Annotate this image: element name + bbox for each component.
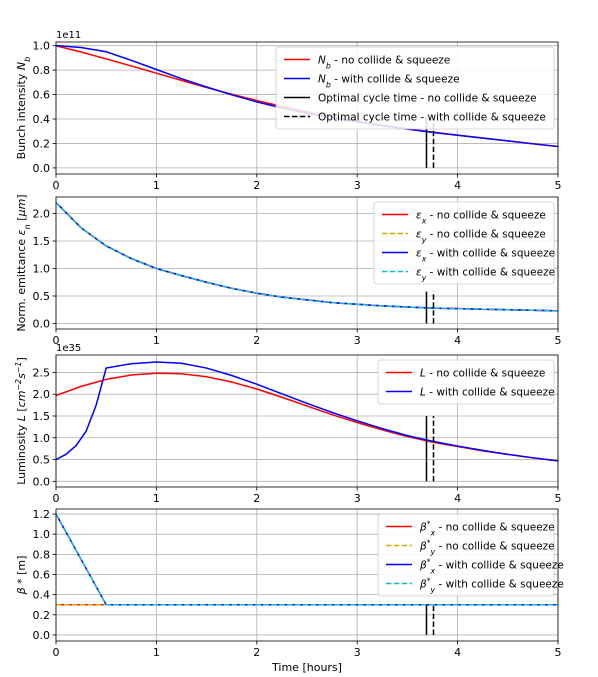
legend-label-1: Nb - no collide & squeeze [318, 55, 450, 71]
legend-label-3: β*x - with collide & squeeze [419, 557, 564, 575]
series-line-4 [56, 513, 558, 606]
legend-label-3: Optimal cycle time - no collide & squeez… [318, 93, 537, 105]
x-axis-title: Time [hours] [271, 661, 342, 674]
y-tick-label: 2.0 [33, 208, 51, 221]
y-tick-label: 0.0 [33, 629, 51, 642]
x-tick-label: 5 [555, 492, 562, 505]
legend: Nb - no collide & squeeze Nb - with colli… [275, 46, 555, 130]
series-line-2 [56, 361, 558, 462]
y-offset-label: 1e35 [56, 343, 81, 354]
x-tick-label: 0 [53, 334, 60, 347]
y-tick-label: 1.0 [33, 263, 51, 276]
y-axis-title: β * [m] [15, 556, 28, 596]
legend-box [377, 359, 555, 405]
x-tick-label: 3 [354, 334, 361, 347]
axes-frame [55, 196, 559, 330]
axes-frame [55, 354, 559, 488]
y-tick-label: 0.0 [33, 162, 51, 175]
x-tick-label: 3 [354, 646, 361, 659]
x-tick-label: 0 [53, 492, 60, 505]
x-tick-label: 1 [153, 646, 160, 659]
y-axis-title: Norm. emittance εn [μm] [15, 194, 32, 331]
y-tick-label: 0.0 [33, 318, 51, 331]
y-axis-title: Bunch intensity Nb [15, 57, 32, 160]
legend-label-2: Nb - with collide & squeeze [318, 74, 460, 90]
x-tick-label: 2 [253, 179, 260, 192]
y-tick-label: 1.5 [33, 235, 51, 248]
x-tick-label: 0 [53, 179, 60, 192]
x-tick-label: 4 [454, 334, 461, 347]
y-tick-label: 1.2 [33, 508, 51, 521]
y-tick-label: 1.0 [33, 528, 51, 541]
series-line-4 [56, 201, 558, 312]
x-tick-label: 1 [153, 492, 160, 505]
legend: εx - no collide & squeeze εy - no collide… [373, 201, 555, 285]
y-tick-label: 1.5 [33, 410, 51, 423]
y-tick-label: 0.6 [33, 568, 51, 581]
axes-frame [55, 508, 559, 642]
x-tick-label: 3 [354, 179, 361, 192]
legend-label-2: εy - no collide & squeeze [416, 229, 546, 245]
x-tick-label: 1 [153, 179, 160, 192]
x-tick-label: 2 [253, 646, 260, 659]
y-tick-label: 0.6 [33, 89, 51, 102]
subplot-3: 0 1 2 3 4 5 0.0 0.5 1.0 1.5 2.0 2.5 1e35 Luminosity L… [14, 343, 562, 505]
x-tick-label: 3 [354, 492, 361, 505]
x-tick-label: 1 [153, 334, 160, 347]
y-tick-label: 0.2 [33, 137, 51, 150]
x-tick-label: 2 [253, 334, 260, 347]
y-tick-label: 0.8 [33, 64, 51, 77]
legend-label-1: L - no collide & squeeze [420, 368, 545, 380]
y-tick-label: 0.2 [33, 609, 51, 622]
y-tick-label: 0.4 [33, 113, 51, 126]
y-tick-label: 2.0 [33, 388, 51, 401]
y-tick-label: 1.0 [33, 432, 51, 445]
x-tick-label: 4 [454, 646, 461, 659]
subplot-4: 0 1 2 3 4 5 0.0 0.2 0.4 0.6 0.8 1.0 1.2 β * [m] β*x - … [15, 508, 564, 659]
legend-label-4: Optimal cycle time - with collide & sque… [318, 112, 546, 124]
legend-label-2: L - with collide & squeeze [420, 387, 555, 399]
x-tick-label: 2 [253, 492, 260, 505]
x-tick-label: 5 [555, 646, 562, 659]
legend-box [275, 46, 555, 130]
x-tick-label: 4 [454, 179, 461, 192]
y-tick-label: 1.0 [33, 40, 51, 53]
y-tick-label: 2.5 [33, 366, 51, 379]
y-tick-label: 0.8 [33, 548, 51, 561]
legend-box [377, 513, 555, 597]
y-tick-label: 0.0 [33, 475, 51, 488]
y-tick-label: 0.5 [33, 290, 51, 303]
subplot-1: 0 1 2 3 4 5 0.0 0.2 0.4 0.6 0.8 1.0 1e11 Bunch intens… [15, 30, 562, 192]
y-tick-label: 0.5 [33, 454, 51, 467]
legend-label-4: εy - with collide & squeeze [416, 267, 555, 283]
legend-label-4: β*y - with collide & squeeze [419, 576, 564, 594]
legend-label-1: β*x - no collide & squeeze [419, 519, 555, 537]
legend-label-1: εx - no collide & squeeze [416, 210, 546, 226]
legend-box [373, 201, 555, 285]
axes-frame [55, 41, 559, 175]
legend: L - no collide & squeeze L - with collide… [377, 359, 555, 405]
x-tick-label: 5 [555, 179, 562, 192]
y-axis-title: Luminosity L [cm−2s−1] [14, 357, 29, 485]
y-tick-label: 0.4 [33, 589, 51, 602]
legend-label-3: εx - with collide & squeeze [416, 248, 555, 264]
x-tick-label: 0 [53, 646, 60, 659]
x-tick-label: 4 [454, 492, 461, 505]
x-tick-label: 5 [555, 334, 562, 347]
legend-label-2: β*y - no collide & squeeze [419, 538, 555, 556]
y-offset-label: 1e11 [56, 30, 81, 41]
